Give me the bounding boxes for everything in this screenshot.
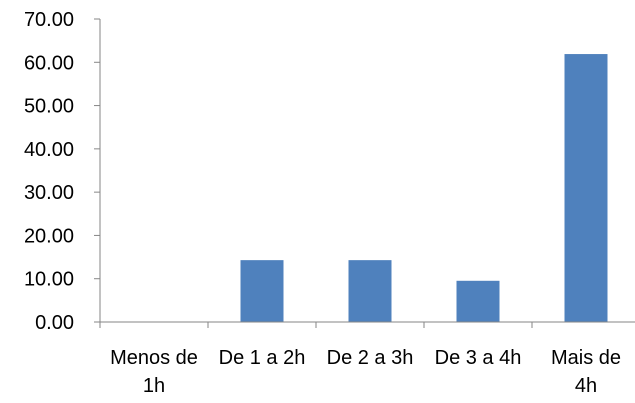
x-tick-label: De 3 a 4h — [435, 347, 522, 369]
y-tick-label: 0.00 — [35, 312, 74, 334]
y-tick-label: 40.00 — [24, 139, 74, 161]
y-tick-label: 10.00 — [24, 269, 74, 291]
x-tick-label: Menos de 1h — [110, 347, 198, 397]
y-tick-label: 60.00 — [24, 52, 74, 74]
x-tick-label-line: Menos de — [110, 347, 198, 369]
x-tick-label: De 1 a 2h — [219, 347, 306, 369]
x-tick-label-line: 1h — [143, 375, 165, 397]
x-tick-label: De 2 a 3h — [327, 347, 414, 369]
bars — [240, 54, 608, 322]
bar — [456, 280, 500, 322]
y-tick-label: 30.00 — [24, 182, 74, 204]
x-tick-label-line: Mais de — [551, 347, 621, 369]
x-tick-label-line: De 3 a 4h — [435, 347, 522, 369]
x-tick-label: Mais de 4h — [551, 347, 621, 397]
x-axis: Menos de 1h De 1 a 2h De 2 a 3h De 3 a 4h Mai… — [99, 321, 635, 397]
bar — [348, 260, 392, 322]
y-axis: 0.00 10.00 20.00 30.00 40.00 50.00 60.00 70.00 — [24, 9, 101, 334]
x-tick-label-line: De 1 a 2h — [219, 347, 306, 369]
x-tick-label-line: De 2 a 3h — [327, 347, 414, 369]
x-tick-label-line: 4h — [575, 375, 597, 397]
y-tick-label: 70.00 — [24, 9, 74, 31]
bar — [240, 260, 284, 322]
bar — [564, 54, 608, 322]
y-tick-label: 20.00 — [24, 225, 74, 247]
y-tick-label: 50.00 — [24, 96, 74, 118]
